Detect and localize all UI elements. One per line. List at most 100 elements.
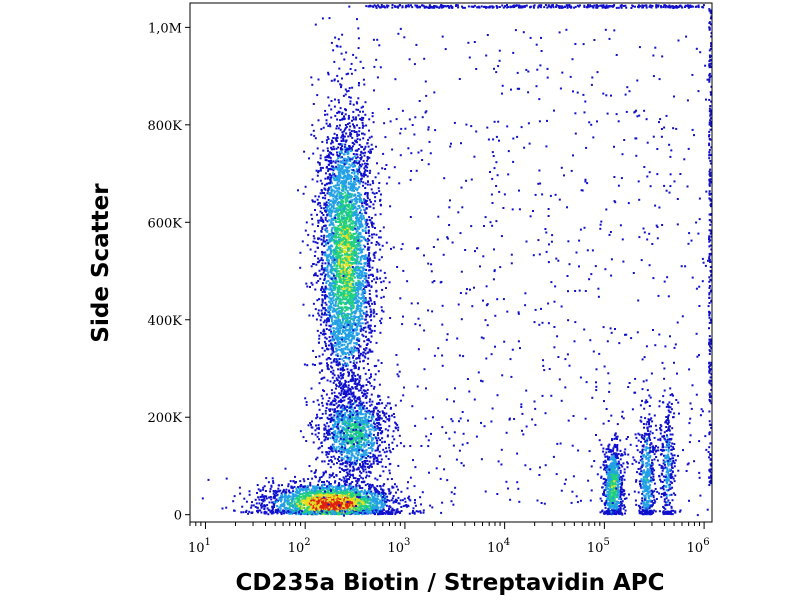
data-point	[353, 502, 356, 505]
data-point	[373, 488, 376, 491]
data-point	[339, 338, 342, 341]
data-point	[364, 497, 367, 500]
data-point	[315, 458, 318, 461]
data-point	[345, 146, 348, 149]
data-point	[389, 492, 391, 495]
data-point	[328, 473, 331, 476]
data-point	[339, 452, 342, 455]
data-point	[339, 491, 342, 494]
data-point	[375, 499, 378, 502]
data-point	[388, 512, 391, 515]
data-point	[326, 511, 329, 514]
data-point	[304, 487, 307, 490]
data-point	[351, 145, 354, 148]
data-point	[239, 492, 242, 495]
data-point	[260, 506, 263, 509]
data-point	[360, 490, 362, 493]
data-point	[382, 470, 385, 473]
data-point	[357, 97, 360, 100]
data-point	[324, 409, 327, 412]
data-point	[319, 277, 322, 280]
data-point	[316, 413, 318, 416]
data-point	[328, 418, 330, 421]
data-point	[350, 490, 353, 493]
data-point	[358, 440, 361, 443]
data-point	[366, 459, 369, 462]
data-point	[299, 513, 302, 516]
data-point	[317, 447, 320, 450]
data-point	[326, 494, 329, 497]
data-point	[340, 504, 343, 506]
data-point	[384, 466, 387, 468]
data-point	[404, 500, 407, 503]
data-point	[353, 461, 356, 464]
data-point	[366, 466, 369, 469]
data-point	[336, 425, 339, 428]
data-point	[369, 487, 372, 490]
data-point	[309, 510, 312, 513]
data-point	[303, 496, 306, 499]
data-point	[361, 467, 364, 470]
data-point	[356, 387, 359, 390]
data-point	[321, 301, 324, 304]
data-point	[279, 499, 281, 501]
data-point	[374, 494, 376, 497]
data-point	[341, 436, 344, 439]
data-point	[271, 511, 274, 514]
data-point	[366, 264, 369, 267]
data-point	[310, 505, 313, 508]
data-point	[350, 501, 353, 504]
data-point	[361, 251, 364, 254]
data-point	[381, 499, 384, 502]
data-point	[414, 504, 417, 507]
data-point	[320, 207, 323, 209]
data-point	[333, 397, 336, 400]
data-point	[346, 488, 349, 491]
data-point	[348, 446, 351, 449]
data-point	[330, 100, 333, 102]
data-point	[335, 358, 338, 361]
data-point	[303, 480, 306, 483]
data-point	[378, 402, 381, 405]
data-point	[294, 506, 297, 509]
data-point	[373, 429, 376, 432]
data-point	[323, 491, 326, 494]
data-point	[375, 456, 378, 459]
data-point	[354, 510, 357, 513]
data-point	[348, 493, 350, 495]
data-point	[353, 430, 356, 433]
data-point	[377, 437, 380, 440]
data-point	[452, 503, 455, 506]
data-point	[372, 444, 375, 447]
data-point	[328, 497, 330, 500]
data-point	[369, 452, 372, 455]
data-point	[299, 510, 302, 513]
data-point	[351, 493, 354, 496]
data-point	[357, 451, 360, 454]
data-point	[340, 405, 343, 408]
data-point	[337, 160, 340, 163]
data-point	[362, 453, 365, 456]
data-point	[292, 480, 295, 483]
data-point	[316, 493, 319, 496]
data-point	[372, 409, 375, 412]
data-point	[383, 492, 386, 495]
data-point	[368, 156, 371, 159]
data-point	[318, 163, 321, 166]
data-point	[365, 279, 368, 282]
data-point	[348, 482, 351, 485]
data-point	[328, 414, 331, 417]
data-point	[285, 496, 288, 499]
data-point	[353, 436, 356, 439]
data-point	[360, 503, 363, 506]
data-point	[342, 501, 345, 504]
data-point	[368, 465, 371, 468]
data-point	[356, 498, 359, 501]
data-point	[348, 396, 351, 399]
data-point	[338, 447, 341, 450]
data-point	[397, 510, 400, 513]
data-point	[379, 485, 382, 487]
data-point	[311, 217, 314, 220]
data-point	[245, 500, 248, 503]
